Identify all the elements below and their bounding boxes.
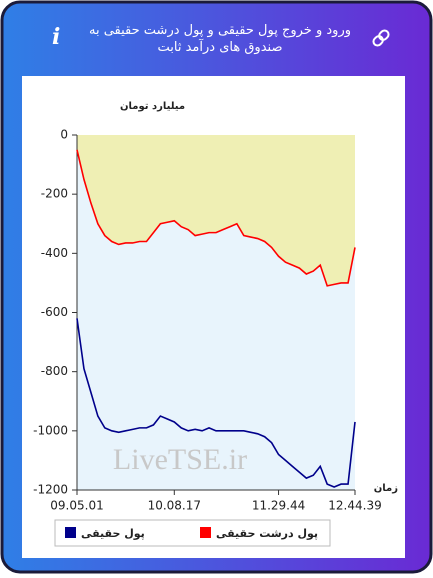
legend-label: پول درشت حقیقی	[216, 527, 318, 540]
area-above	[77, 135, 355, 286]
legend-label: پول حقیقی	[81, 527, 145, 540]
area-below	[77, 149, 355, 490]
x-tick-label: 10.08.17	[148, 499, 201, 513]
x-tick-label: 11.29.44	[252, 499, 305, 513]
legend-swatch	[65, 527, 76, 538]
y-tick-label: -1000	[33, 423, 68, 437]
y-tick-label: -200	[41, 187, 68, 201]
chart-title: ورود و خروج پول حقیقی و پول درشت حقیقی ب…	[88, 23, 351, 55]
title-box: ورود و خروج پول حقیقی و پول درشت حقیقی ب…	[88, 23, 351, 55]
y-tick-label: -400	[41, 246, 68, 260]
x-tick-label: 12.44.39	[328, 499, 381, 513]
x-axis-label: زمان	[374, 483, 398, 494]
x-tick-label: 09.05.01	[50, 499, 103, 513]
y-tick-label: -1200	[33, 483, 68, 497]
y-tick-label: 0	[60, 128, 68, 142]
line	[76, 318, 356, 488]
link-icon[interactable]	[372, 29, 390, 47]
line	[76, 149, 356, 287]
watermark: LiveTSE.ir	[113, 443, 247, 476]
y-axis-label: میلیارد تومان	[120, 101, 185, 112]
y-tick-label: -800	[41, 364, 68, 378]
info-icon[interactable]: i	[52, 24, 60, 50]
legend-swatch	[200, 527, 211, 538]
y-tick-label: -600	[41, 305, 68, 319]
legend-box	[54, 519, 331, 547]
